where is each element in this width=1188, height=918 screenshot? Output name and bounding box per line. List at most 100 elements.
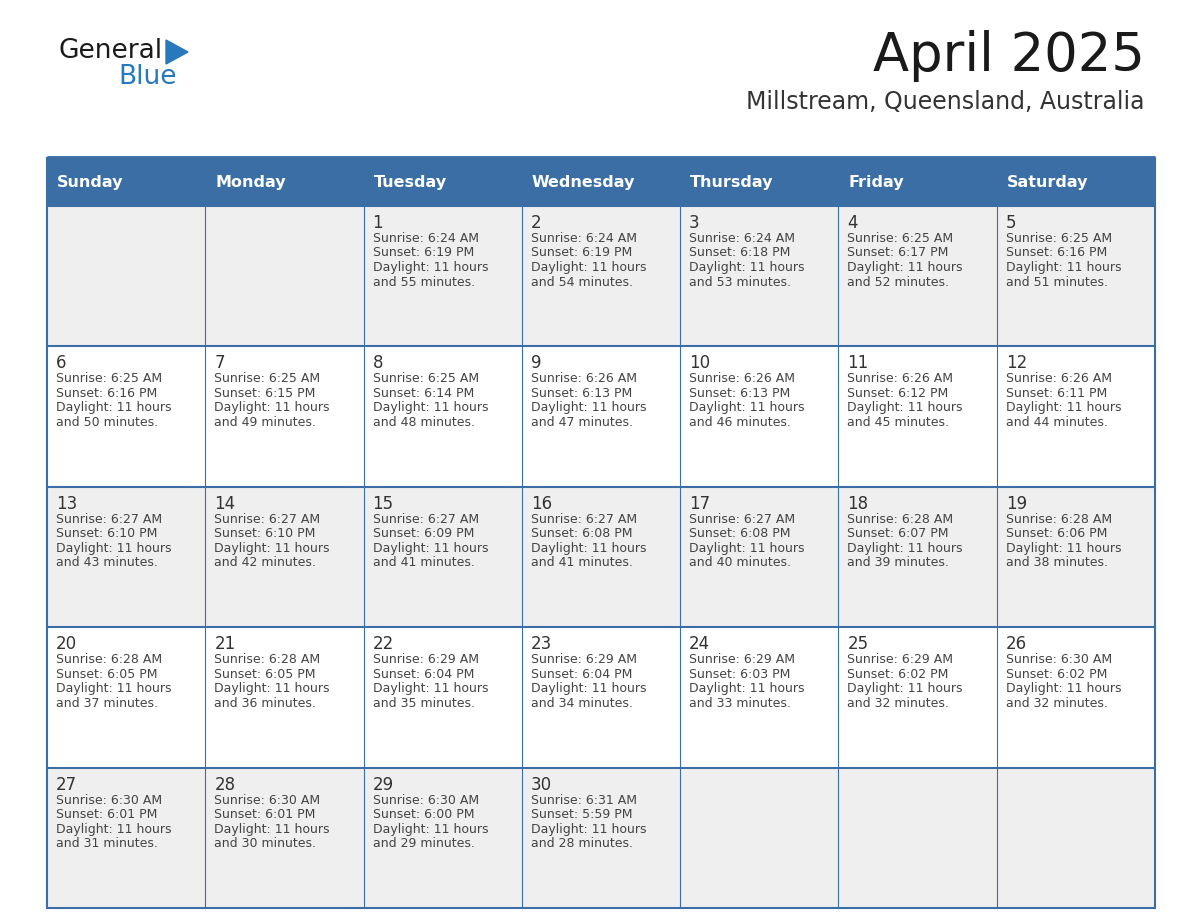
Text: Daylight: 11 hours: Daylight: 11 hours — [214, 401, 330, 414]
Text: Daylight: 11 hours: Daylight: 11 hours — [56, 401, 171, 414]
Text: Sunset: 6:03 PM: Sunset: 6:03 PM — [689, 667, 790, 681]
Text: 1: 1 — [373, 214, 384, 232]
Text: Daylight: 11 hours: Daylight: 11 hours — [689, 261, 804, 274]
Text: 15: 15 — [373, 495, 393, 513]
Text: Sunset: 6:10 PM: Sunset: 6:10 PM — [214, 527, 316, 541]
Text: and 44 minutes.: and 44 minutes. — [1006, 416, 1107, 429]
Text: 20: 20 — [56, 635, 77, 654]
Text: Sunset: 6:06 PM: Sunset: 6:06 PM — [1006, 527, 1107, 541]
Text: Daylight: 11 hours: Daylight: 11 hours — [373, 261, 488, 274]
Text: Daylight: 11 hours: Daylight: 11 hours — [531, 682, 646, 695]
Text: and 38 minutes.: and 38 minutes. — [1006, 556, 1107, 569]
Text: Daylight: 11 hours: Daylight: 11 hours — [531, 401, 646, 414]
Text: 25: 25 — [847, 635, 868, 654]
Text: 8: 8 — [373, 354, 383, 373]
Text: Sunrise: 6:30 AM: Sunrise: 6:30 AM — [214, 793, 321, 807]
Text: and 55 minutes.: and 55 minutes. — [373, 275, 475, 288]
Text: Daylight: 11 hours: Daylight: 11 hours — [531, 261, 646, 274]
Text: Daylight: 11 hours: Daylight: 11 hours — [1006, 261, 1121, 274]
Bar — [48, 487, 1155, 627]
Text: Sunrise: 6:26 AM: Sunrise: 6:26 AM — [1006, 373, 1112, 386]
Text: and 54 minutes.: and 54 minutes. — [531, 275, 633, 288]
Text: 21: 21 — [214, 635, 235, 654]
Text: Sunrise: 6:25 AM: Sunrise: 6:25 AM — [56, 373, 162, 386]
Text: and 40 minutes.: and 40 minutes. — [689, 556, 791, 569]
Text: Sunrise: 6:30 AM: Sunrise: 6:30 AM — [56, 793, 162, 807]
Text: 30: 30 — [531, 776, 552, 793]
Text: Daylight: 11 hours: Daylight: 11 hours — [689, 542, 804, 554]
Text: Sunrise: 6:30 AM: Sunrise: 6:30 AM — [373, 793, 479, 807]
Text: 18: 18 — [847, 495, 868, 513]
Text: Sunrise: 6:24 AM: Sunrise: 6:24 AM — [373, 232, 479, 245]
Text: Daylight: 11 hours: Daylight: 11 hours — [214, 823, 330, 835]
Text: Sunset: 6:08 PM: Sunset: 6:08 PM — [689, 527, 791, 541]
Text: Daylight: 11 hours: Daylight: 11 hours — [56, 542, 171, 554]
Text: Sunset: 5:59 PM: Sunset: 5:59 PM — [531, 808, 632, 821]
Text: Sunrise: 6:28 AM: Sunrise: 6:28 AM — [214, 654, 321, 666]
Text: Daylight: 11 hours: Daylight: 11 hours — [214, 682, 330, 695]
Text: and 31 minutes.: and 31 minutes. — [56, 837, 158, 850]
Text: General: General — [58, 38, 162, 64]
Text: 5: 5 — [1006, 214, 1016, 232]
Text: Daylight: 11 hours: Daylight: 11 hours — [373, 682, 488, 695]
Text: 22: 22 — [373, 635, 393, 654]
Text: Sunday: Sunday — [57, 174, 124, 189]
Text: Sunset: 6:04 PM: Sunset: 6:04 PM — [531, 667, 632, 681]
Text: and 34 minutes.: and 34 minutes. — [531, 697, 633, 710]
Text: Sunset: 6:12 PM: Sunset: 6:12 PM — [847, 386, 949, 400]
Polygon shape — [166, 40, 188, 64]
Text: Daylight: 11 hours: Daylight: 11 hours — [56, 823, 171, 835]
Text: and 41 minutes.: and 41 minutes. — [373, 556, 474, 569]
Text: 28: 28 — [214, 776, 235, 793]
Text: Sunset: 6:14 PM: Sunset: 6:14 PM — [373, 386, 474, 400]
Text: 2: 2 — [531, 214, 542, 232]
Text: and 47 minutes.: and 47 minutes. — [531, 416, 633, 429]
Text: Sunrise: 6:30 AM: Sunrise: 6:30 AM — [1006, 654, 1112, 666]
Text: Daylight: 11 hours: Daylight: 11 hours — [689, 401, 804, 414]
Text: Sunrise: 6:28 AM: Sunrise: 6:28 AM — [1006, 513, 1112, 526]
Bar — [48, 346, 1155, 487]
Text: Daylight: 11 hours: Daylight: 11 hours — [373, 401, 488, 414]
Text: and 46 minutes.: and 46 minutes. — [689, 416, 791, 429]
Text: and 48 minutes.: and 48 minutes. — [373, 416, 474, 429]
Text: Millstream, Queensland, Australia: Millstream, Queensland, Australia — [746, 90, 1145, 114]
Text: and 33 minutes.: and 33 minutes. — [689, 697, 791, 710]
Text: and 50 minutes.: and 50 minutes. — [56, 416, 158, 429]
Text: Daylight: 11 hours: Daylight: 11 hours — [689, 682, 804, 695]
Text: 4: 4 — [847, 214, 858, 232]
Text: and 30 minutes.: and 30 minutes. — [214, 837, 316, 850]
Text: Monday: Monday — [215, 174, 286, 189]
Text: Sunset: 6:07 PM: Sunset: 6:07 PM — [847, 527, 949, 541]
Text: Daylight: 11 hours: Daylight: 11 hours — [373, 542, 488, 554]
Text: Daylight: 11 hours: Daylight: 11 hours — [1006, 401, 1121, 414]
Text: Sunset: 6:13 PM: Sunset: 6:13 PM — [689, 386, 790, 400]
Text: 10: 10 — [689, 354, 710, 373]
Text: Sunset: 6:16 PM: Sunset: 6:16 PM — [1006, 247, 1107, 260]
Text: 29: 29 — [373, 776, 393, 793]
Text: Sunrise: 6:28 AM: Sunrise: 6:28 AM — [847, 513, 954, 526]
Text: Sunrise: 6:28 AM: Sunrise: 6:28 AM — [56, 654, 162, 666]
Text: 14: 14 — [214, 495, 235, 513]
Text: and 28 minutes.: and 28 minutes. — [531, 837, 633, 850]
Text: Sunset: 6:13 PM: Sunset: 6:13 PM — [531, 386, 632, 400]
Text: and 51 minutes.: and 51 minutes. — [1006, 275, 1107, 288]
Text: Blue: Blue — [118, 64, 177, 90]
Text: and 36 minutes.: and 36 minutes. — [214, 697, 316, 710]
Text: Thursday: Thursday — [690, 174, 773, 189]
Text: 6: 6 — [56, 354, 67, 373]
Text: 12: 12 — [1006, 354, 1026, 373]
Text: Sunrise: 6:25 AM: Sunrise: 6:25 AM — [373, 373, 479, 386]
Text: 7: 7 — [214, 354, 225, 373]
Text: April 2025: April 2025 — [873, 30, 1145, 82]
Text: Daylight: 11 hours: Daylight: 11 hours — [1006, 542, 1121, 554]
Text: Daylight: 11 hours: Daylight: 11 hours — [56, 682, 171, 695]
Text: 26: 26 — [1006, 635, 1026, 654]
Text: 9: 9 — [531, 354, 542, 373]
Text: Daylight: 11 hours: Daylight: 11 hours — [847, 542, 963, 554]
Text: Sunrise: 6:29 AM: Sunrise: 6:29 AM — [531, 654, 637, 666]
Bar — [48, 767, 1155, 908]
Text: Daylight: 11 hours: Daylight: 11 hours — [531, 823, 646, 835]
Text: Sunset: 6:19 PM: Sunset: 6:19 PM — [531, 247, 632, 260]
Text: and 53 minutes.: and 53 minutes. — [689, 275, 791, 288]
Text: Sunset: 6:16 PM: Sunset: 6:16 PM — [56, 386, 157, 400]
